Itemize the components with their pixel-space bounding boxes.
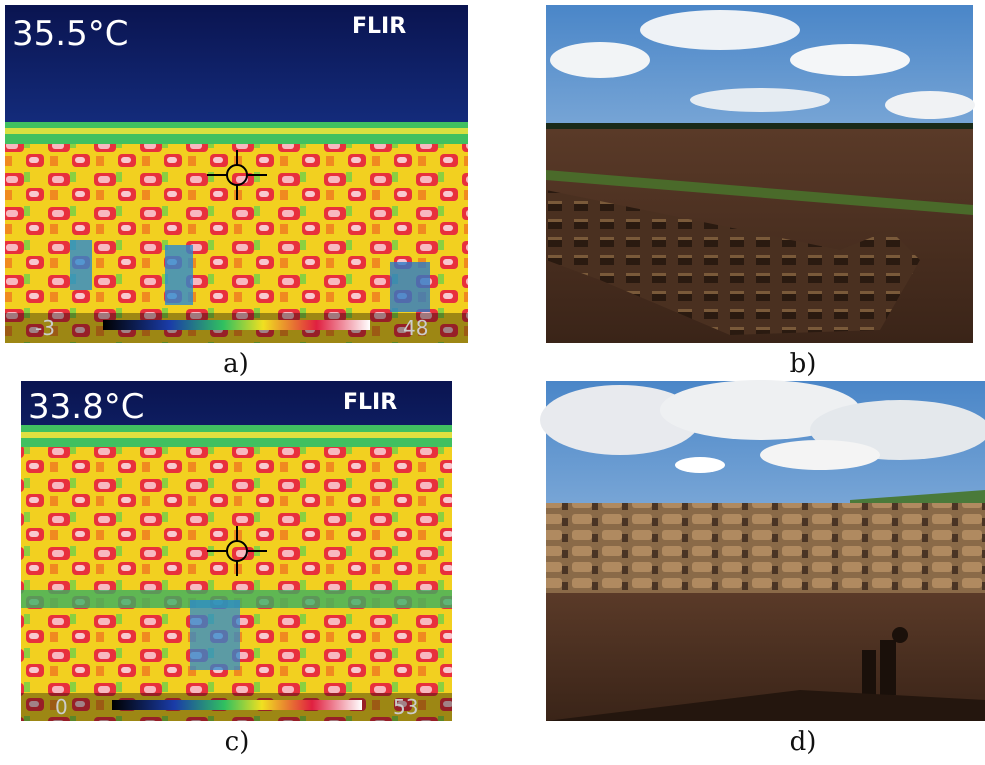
panel-label: d): [790, 727, 817, 757]
scale-min: -3: [35, 316, 55, 340]
panel-label: b): [790, 349, 817, 379]
brand: FLIR: [352, 14, 406, 39]
scale-max: 48: [403, 316, 428, 340]
scale-min: 0: [55, 695, 68, 719]
brand: FLIR: [343, 390, 397, 415]
temperature: 33.8°C: [28, 387, 144, 427]
photo-b: [546, 5, 975, 343]
scale-max: 53: [393, 695, 418, 719]
panel-label: c): [225, 727, 250, 757]
thermal-image-c: 33.8°C FLIR 0 53: [21, 381, 452, 721]
panel-label: a): [223, 349, 249, 379]
thermal-image-a: 35.5°C FLIR -3 48: [5, 5, 468, 343]
photo-d: [540, 380, 985, 721]
temperature: 35.5°C: [12, 14, 128, 54]
